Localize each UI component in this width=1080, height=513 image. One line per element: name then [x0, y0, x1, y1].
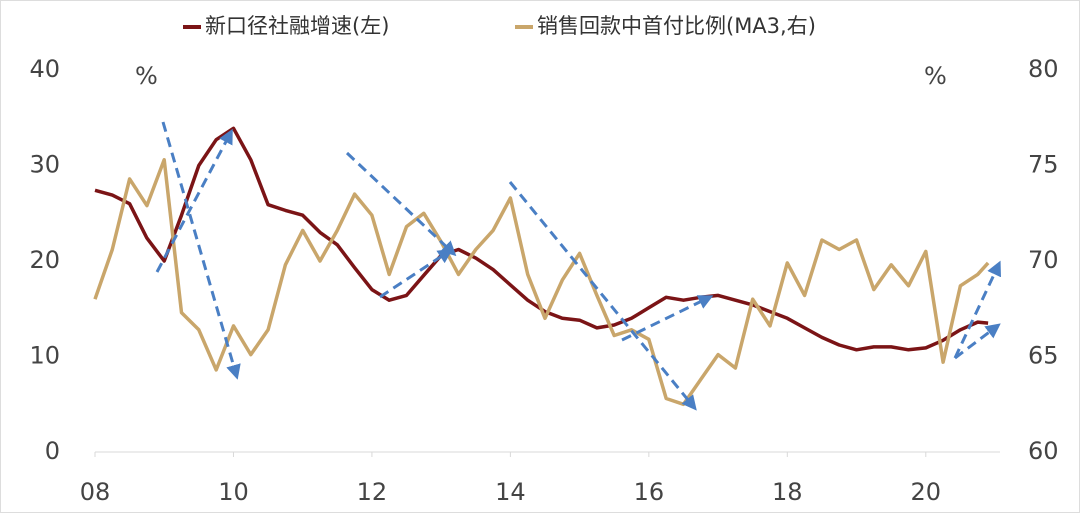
x-tick-label: 20 [910, 478, 941, 506]
arrow [954, 323, 1001, 360]
y-unit: % [135, 62, 158, 90]
series-line [94, 126, 989, 352]
arrow [379, 248, 454, 299]
legend-label: 销售回款中首付比例(MA3,右) [537, 14, 816, 38]
arrow [953, 260, 1001, 359]
y2-tick-label: 60 [1028, 437, 1059, 465]
x-tick-label: 16 [634, 478, 665, 506]
y-tick-label: 30 [29, 151, 60, 179]
y2-tick-label: 70 [1028, 246, 1059, 274]
series-line [93, 158, 990, 407]
x-tick-label: 12 [357, 478, 388, 506]
y2-tick-label: 75 [1028, 151, 1059, 179]
y-tick-label: 0 [45, 437, 60, 465]
y-tick-label: 40 [29, 55, 60, 83]
x-tick-label: 10 [218, 478, 249, 506]
y-tick-label: 20 [29, 246, 60, 274]
arrow [508, 181, 697, 411]
arrow [155, 128, 233, 273]
y2-tick-label: 65 [1028, 342, 1059, 370]
x-tick-label: 18 [772, 478, 803, 506]
y2-unit: % [924, 62, 947, 90]
legend-label: 新口径社融增速(左) [205, 14, 389, 38]
arrow [345, 151, 457, 257]
x-tick-label: 14 [495, 478, 526, 506]
arrow [161, 121, 241, 380]
x-tick-label: 08 [80, 478, 111, 506]
y-tick-label: 10 [29, 342, 60, 370]
y2-tick-label: 80 [1028, 55, 1059, 83]
annotations [155, 121, 1001, 411]
